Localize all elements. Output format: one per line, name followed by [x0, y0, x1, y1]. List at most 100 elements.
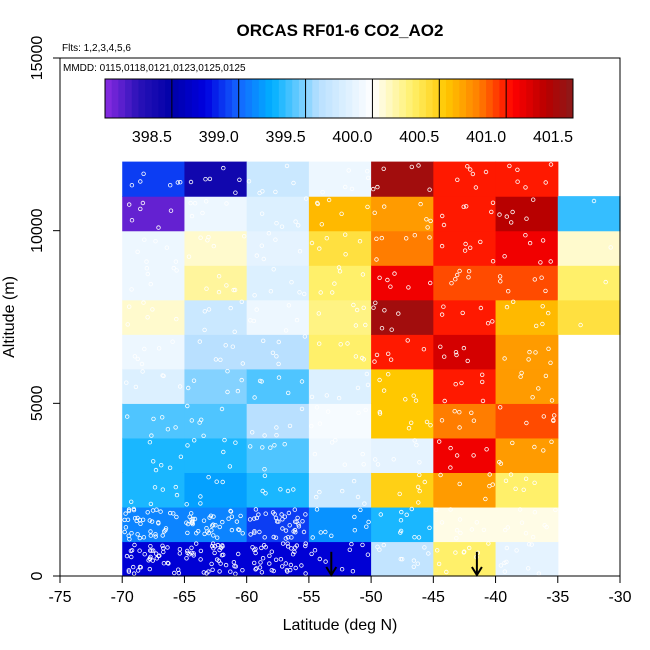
sample-point — [360, 451, 365, 457]
colorbar-strip — [552, 79, 561, 118]
sample-point — [220, 543, 225, 548]
sample-point — [145, 271, 150, 277]
sample-point — [252, 395, 257, 400]
sample-point — [192, 200, 198, 206]
colorbar-strip — [191, 79, 200, 118]
heatmap-cell — [371, 506, 434, 543]
sample-point — [374, 257, 379, 262]
sample-point — [171, 570, 177, 576]
sample-points — [122, 162, 613, 576]
sample-point — [125, 322, 130, 327]
y-tick-label: 15000 — [29, 36, 46, 81]
sample-point — [274, 433, 279, 438]
sample-point — [514, 548, 519, 553]
sample-point — [175, 180, 180, 185]
sample-point — [507, 163, 512, 169]
sample-point — [218, 357, 223, 362]
sample-point — [157, 553, 162, 558]
sample-point — [374, 236, 379, 241]
sample-point — [320, 189, 325, 195]
heatmap-cell — [308, 161, 372, 197]
sample-point — [132, 516, 138, 521]
sample-point — [526, 357, 531, 362]
sample-point — [185, 443, 190, 448]
heatmap-cell — [371, 230, 434, 266]
sample-point — [453, 350, 459, 355]
sample-point — [437, 439, 442, 444]
colorbar-strip — [232, 79, 240, 118]
sample-point — [523, 232, 528, 238]
sample-point — [361, 462, 366, 467]
colorbar-strip — [459, 79, 467, 118]
sample-point — [481, 527, 487, 533]
sample-point — [403, 397, 408, 402]
sample-point — [534, 323, 539, 329]
sample-point — [137, 564, 143, 570]
sample-point — [198, 501, 203, 506]
sample-point — [377, 377, 382, 383]
sample-point — [201, 433, 206, 438]
sample-point — [248, 318, 253, 323]
sample-point — [161, 549, 166, 555]
sample-point — [153, 534, 158, 539]
sample-point — [191, 438, 197, 443]
sample-point — [578, 322, 583, 328]
colorbar: 398.5 399.0 399.5 400.0 400.5 401.0 401.5 — [104, 78, 574, 146]
sample-point — [185, 550, 190, 556]
sample-point — [204, 571, 209, 576]
sample-point — [428, 423, 433, 428]
sample-point — [271, 267, 276, 272]
sample-point — [439, 520, 445, 525]
sample-point — [480, 379, 485, 385]
sample-point — [541, 448, 546, 453]
sample-point — [483, 169, 489, 175]
heatmap-cell — [184, 541, 248, 577]
sample-point — [210, 541, 216, 546]
x-tick-label: -35 — [546, 589, 569, 606]
sample-point — [540, 304, 545, 309]
sample-point — [323, 559, 328, 564]
sample-point — [372, 359, 377, 364]
sample-point — [224, 201, 229, 206]
sample-point — [457, 517, 463, 522]
colorbar-strip — [138, 79, 146, 118]
sample-point — [349, 186, 355, 192]
heatmap-cell — [184, 368, 248, 404]
sample-point — [517, 507, 523, 512]
sample-point — [461, 345, 467, 351]
colorbar-tick-label: 401.0 — [466, 129, 506, 146]
sample-point — [150, 548, 156, 553]
sample-point — [177, 384, 183, 389]
heatmap-cell — [308, 196, 372, 232]
sample-point — [536, 571, 542, 576]
heatmap-cell — [433, 541, 497, 577]
sample-point — [164, 245, 170, 250]
sample-point — [340, 488, 345, 494]
x-tick-label: -40 — [484, 589, 507, 606]
sample-point — [386, 372, 391, 377]
sample-point — [426, 551, 431, 556]
colorbar-strip — [506, 79, 514, 118]
sample-point — [471, 453, 476, 458]
colorbar-strip — [499, 79, 507, 118]
sample-point — [287, 423, 293, 429]
sample-point — [489, 209, 494, 215]
sample-point — [204, 286, 209, 291]
sample-point — [343, 232, 348, 237]
heatmap-cell — [433, 230, 497, 266]
sample-point — [428, 280, 433, 286]
sample-point — [453, 550, 458, 555]
sample-point — [509, 220, 514, 225]
sample-point — [329, 440, 335, 445]
sample-point — [310, 535, 315, 540]
heatmap-cell — [371, 161, 434, 197]
sample-point — [132, 354, 138, 359]
sample-point — [532, 510, 538, 515]
heatmap-cell — [495, 437, 559, 473]
heatmap-cell — [308, 403, 372, 439]
sample-point — [147, 440, 153, 445]
sample-point — [148, 554, 153, 560]
sample-point — [240, 361, 245, 366]
colorbar-strip — [278, 79, 287, 118]
sample-point — [336, 395, 342, 401]
